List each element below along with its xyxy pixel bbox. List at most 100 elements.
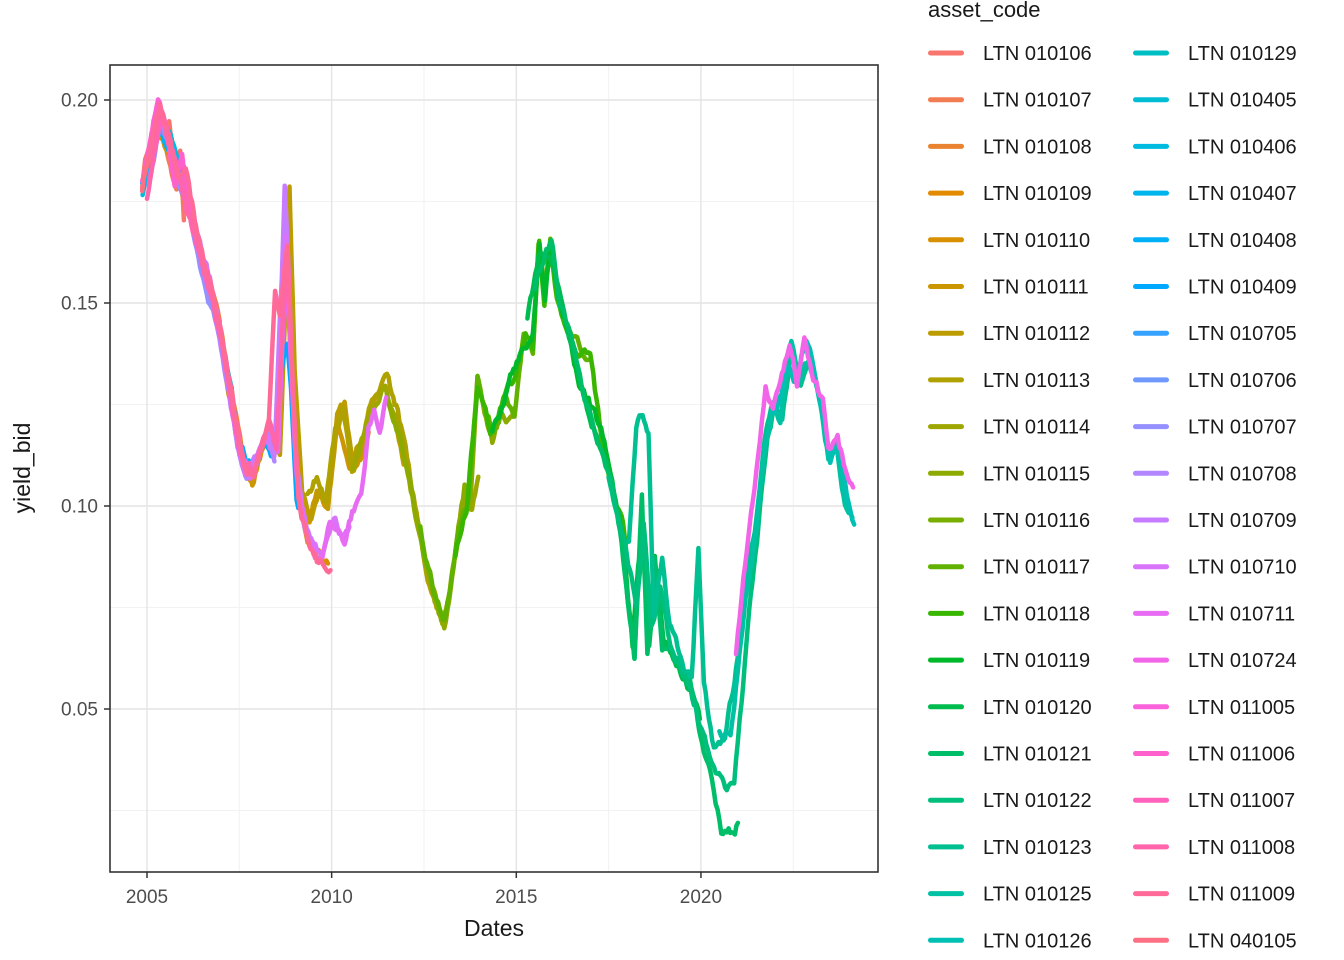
legend-swatch bbox=[928, 97, 964, 103]
legend-item: LTN 010408 bbox=[1133, 230, 1297, 252]
legend-item: LTN 010117 bbox=[928, 557, 1090, 579]
legend-swatch bbox=[928, 190, 964, 196]
legend-swatch bbox=[928, 564, 964, 570]
axis-ticks bbox=[104, 99, 702, 878]
legend-label: LTN 010110 bbox=[983, 230, 1090, 252]
y-axis-title: yield_bid bbox=[9, 423, 35, 514]
legend-label: LTN 010115 bbox=[983, 463, 1090, 485]
legend-label: LTN 010109 bbox=[983, 183, 1092, 205]
legend-swatch bbox=[1133, 377, 1169, 383]
legend-label: LTN 010121 bbox=[983, 744, 1092, 766]
legend-item: LTN 011007 bbox=[1133, 790, 1295, 812]
legend-item: LTN 010111 bbox=[928, 277, 1089, 299]
y-tick-label: 0.20 bbox=[61, 91, 98, 112]
legend-label: LTN 010724 bbox=[1188, 650, 1297, 672]
legend-item: LTN 010109 bbox=[928, 183, 1092, 205]
legend-swatch bbox=[1133, 190, 1169, 196]
legend-label: LTN 011008 bbox=[1188, 837, 1295, 859]
legend-swatch bbox=[928, 797, 964, 803]
legend-item: LTN 010406 bbox=[1133, 136, 1297, 158]
legend-swatch bbox=[928, 844, 964, 850]
legend-item: LTN 010110 bbox=[928, 230, 1090, 252]
plot-panel bbox=[110, 65, 878, 872]
legend-item: LTN 010108 bbox=[928, 136, 1092, 158]
x-axis-title: Dates bbox=[464, 915, 524, 941]
legend-item: LTN 010125 bbox=[928, 884, 1092, 906]
legend-swatch bbox=[1133, 237, 1169, 243]
legend-label: LTN 010111 bbox=[983, 277, 1089, 299]
legend-item: LTN 010706 bbox=[1133, 370, 1297, 392]
series-line bbox=[139, 159, 152, 194]
series-line bbox=[142, 101, 333, 575]
legend-item: LTN 011009 bbox=[1133, 884, 1295, 906]
series-line bbox=[733, 335, 856, 657]
legend-label: LTN 010122 bbox=[983, 790, 1092, 812]
legend-label: LTN 010126 bbox=[983, 930, 1092, 952]
legend-swatch bbox=[928, 470, 964, 476]
legend-swatch bbox=[928, 751, 964, 756]
legend-swatch bbox=[1133, 284, 1169, 289]
legend-swatch bbox=[928, 50, 964, 56]
legend-label: LTN 010707 bbox=[1188, 417, 1297, 439]
legend-item: LTN 010409 bbox=[1133, 277, 1297, 299]
legend-label: LTN 011005 bbox=[1188, 697, 1295, 719]
legend-swatch bbox=[1133, 610, 1169, 616]
legend-label: LTN 011009 bbox=[1188, 884, 1295, 906]
legend-swatch bbox=[1133, 97, 1169, 103]
legend-swatch bbox=[1133, 704, 1169, 710]
legend-item: LTN 010113 bbox=[928, 370, 1090, 392]
legend-label: LTN 010408 bbox=[1188, 230, 1297, 252]
legend-swatch bbox=[928, 891, 964, 897]
panel-border bbox=[109, 64, 879, 873]
series-line bbox=[532, 237, 741, 837]
data-series-lines bbox=[139, 97, 857, 837]
legend-item: LTN 010126 bbox=[928, 930, 1092, 952]
legend: asset_code LTN 010106 LTN 010107 LTN 01010… bbox=[928, 0, 1297, 952]
legend-label: LTN 010120 bbox=[983, 697, 1092, 719]
legend-swatch bbox=[1133, 470, 1169, 476]
legend-label: LTN 010129 bbox=[1188, 43, 1297, 65]
gridlines-major bbox=[110, 65, 878, 872]
legend-label: LTN 010409 bbox=[1188, 277, 1297, 299]
legend-label: LTN 010706 bbox=[1188, 370, 1297, 392]
legend-label: LTN 010119 bbox=[983, 650, 1090, 672]
legend-item: LTN 010116 bbox=[928, 510, 1090, 532]
legend-swatch bbox=[928, 704, 964, 710]
legend-item: LTN 010129 bbox=[1133, 43, 1297, 65]
legend-swatch bbox=[928, 610, 964, 616]
legend-swatch bbox=[928, 424, 964, 430]
axis-tick-labels: 2005 2010 2015 2020 0.05 0.10 0.15 0.20 bbox=[61, 91, 722, 909]
legend-label: LTN 010106 bbox=[983, 43, 1092, 65]
legend-label: LTN 010708 bbox=[1188, 463, 1297, 485]
legend-item: LTN 010705 bbox=[1133, 323, 1297, 345]
legend-swatch bbox=[928, 284, 964, 289]
legend-label: LTN 010705 bbox=[1188, 323, 1297, 345]
legend-label: LTN 010711 bbox=[1188, 603, 1295, 625]
legend-item: LTN 010114 bbox=[928, 417, 1090, 439]
legend-swatch bbox=[1133, 657, 1169, 663]
legend-label: LTN 010116 bbox=[983, 510, 1090, 532]
legend-swatch bbox=[1133, 564, 1169, 570]
legend-swatch bbox=[1133, 797, 1169, 803]
legend-item: LTN 010107 bbox=[928, 90, 1092, 112]
legend-label: LTN 010118 bbox=[983, 603, 1090, 625]
legend-label: LTN 010117 bbox=[983, 557, 1090, 579]
legend-item: LTN 010106 bbox=[928, 43, 1092, 65]
legend-label: LTN 010123 bbox=[983, 837, 1092, 859]
legend-item: LTN 010118 bbox=[928, 603, 1090, 625]
y-tick-label: 0.10 bbox=[61, 497, 98, 518]
legend-swatch bbox=[1133, 891, 1169, 897]
x-tick-label: 2005 bbox=[126, 887, 168, 908]
legend-item: LTN 010707 bbox=[1133, 417, 1297, 439]
legend-label: LTN 010114 bbox=[983, 417, 1090, 439]
legend-swatch bbox=[1133, 937, 1169, 943]
legend-swatch bbox=[928, 237, 964, 243]
legend-label: LTN 010407 bbox=[1188, 183, 1297, 205]
legend-item: LTN 011005 bbox=[1133, 697, 1295, 719]
legend-item: LTN 010709 bbox=[1133, 510, 1297, 532]
legend-item: LTN 010115 bbox=[928, 463, 1090, 485]
legend-item: LTN 010708 bbox=[1133, 463, 1297, 485]
legend-title: asset_code bbox=[928, 0, 1041, 22]
legend-item: LTN 010711 bbox=[1133, 603, 1295, 625]
